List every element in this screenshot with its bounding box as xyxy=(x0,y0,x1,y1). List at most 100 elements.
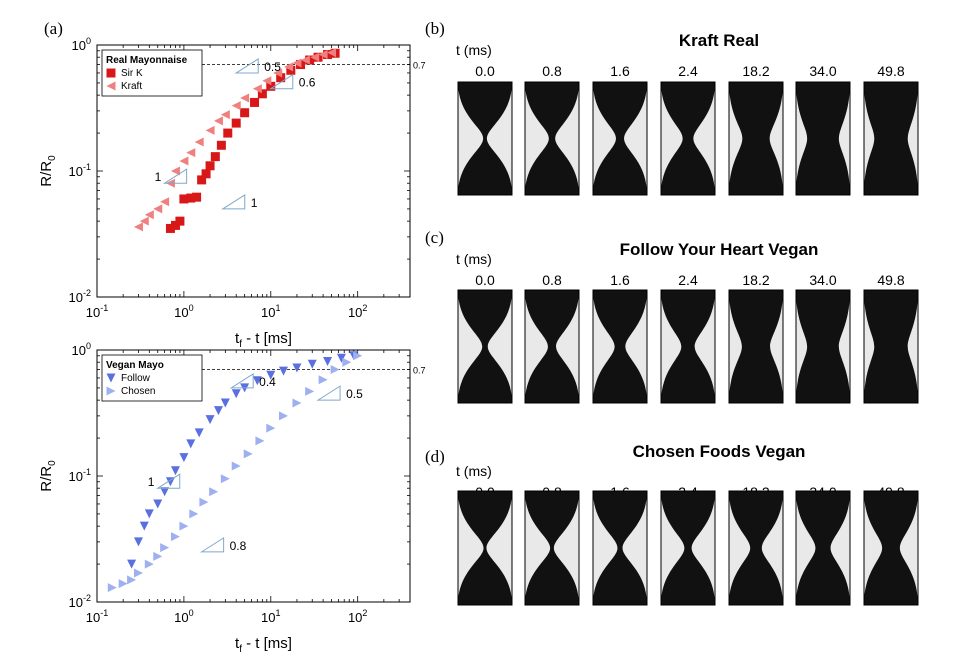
data-point xyxy=(209,487,219,497)
liquid-bridge xyxy=(458,82,512,195)
liquid-bridge xyxy=(796,290,850,403)
data-point xyxy=(127,575,137,585)
slope-label: 0.6 xyxy=(299,76,316,90)
x-tick-label: 102 xyxy=(348,608,367,625)
panel-label: (b) xyxy=(425,19,445,38)
liquid-bridge xyxy=(796,82,850,195)
data-point xyxy=(170,166,180,176)
data-point xyxy=(201,169,211,179)
data-point xyxy=(179,156,189,166)
data-point xyxy=(106,386,116,396)
frame-border xyxy=(863,289,919,404)
frame-border xyxy=(524,289,580,404)
data-point xyxy=(186,439,196,449)
data-point xyxy=(133,537,143,547)
filament-frame xyxy=(795,289,851,404)
data-point xyxy=(240,108,250,118)
data-point xyxy=(118,579,128,589)
data-point xyxy=(292,398,302,408)
data-point xyxy=(336,353,346,363)
data-point xyxy=(310,52,320,62)
data-point xyxy=(205,415,215,425)
filament-frame xyxy=(728,289,784,404)
data-point xyxy=(266,423,276,433)
image-row-1: (c) Follow Your Heart Vegan t (ms) 0.0 0.8 1.… xyxy=(425,228,919,404)
frame-border xyxy=(457,490,513,606)
slope-triangle xyxy=(162,168,188,184)
time-label: 49.8 xyxy=(877,272,904,288)
panel-label: (c) xyxy=(425,228,444,247)
time-label: 1.6 xyxy=(610,272,630,288)
axis-ticks xyxy=(96,44,411,298)
filament-frame xyxy=(660,289,716,404)
liquid-bridge xyxy=(729,290,783,403)
frame-border xyxy=(592,81,648,196)
data-point xyxy=(133,222,143,232)
time-label: 0.8 xyxy=(542,272,562,288)
data-point xyxy=(160,197,170,207)
slope-label: 1 xyxy=(251,196,258,210)
liquid-bridge xyxy=(729,82,783,195)
frame-border xyxy=(728,490,784,606)
filament-frame xyxy=(728,81,784,196)
slope-triangle xyxy=(229,373,254,389)
data-point xyxy=(153,204,163,214)
x-tick-label: 102 xyxy=(348,303,367,320)
data-point xyxy=(106,81,116,91)
data-point xyxy=(220,110,230,120)
frame-border xyxy=(457,289,513,404)
slope-triangle xyxy=(269,73,294,90)
data-point xyxy=(186,193,196,203)
frame-border xyxy=(524,490,580,606)
series-chosen xyxy=(107,351,363,593)
y-tick-label: 10-2 xyxy=(69,593,91,610)
data-point xyxy=(231,101,241,111)
filament-frame xyxy=(863,81,919,196)
legend: Vegan Mayo Follow Chosen xyxy=(101,354,203,402)
data-point xyxy=(179,521,189,531)
legend: Real Mayonnaise Sir K Kraft xyxy=(101,49,203,97)
panel-title: Chosen Foods Vegan xyxy=(633,442,806,461)
legend-entry: Sir K xyxy=(121,68,143,79)
filament-frame xyxy=(660,490,716,606)
series-kraft xyxy=(133,48,337,232)
data-point xyxy=(205,125,215,135)
filament-frame xyxy=(524,289,580,404)
legend-entry: Chosen xyxy=(121,386,155,397)
data-point xyxy=(266,81,276,91)
time-label: 18.2 xyxy=(742,63,769,79)
data-point xyxy=(220,474,230,484)
slope-label: 1 xyxy=(155,170,162,184)
frame-border xyxy=(795,490,851,606)
x-axis-label: tf - t [ms] xyxy=(235,635,292,655)
frame-border xyxy=(660,81,716,196)
y-tick-label: 10-1 xyxy=(69,162,91,179)
frame-border xyxy=(660,490,716,606)
filament-frame xyxy=(728,490,784,606)
data-point xyxy=(165,223,175,233)
data-point xyxy=(139,216,149,226)
data-point xyxy=(223,128,233,138)
data-point xyxy=(160,543,170,553)
time-row-label: t (ms) xyxy=(456,42,492,58)
time-label: 2.4 xyxy=(678,63,698,79)
frame-border xyxy=(592,490,648,606)
legend-entry: Kraft xyxy=(121,81,142,92)
panel-title: Kraft Real xyxy=(679,31,759,50)
time-label: 34.0 xyxy=(809,63,836,79)
data-point xyxy=(292,363,302,373)
liquid-bridge xyxy=(864,82,918,195)
data-point xyxy=(107,583,117,593)
image-row-0: (b) Kraft Real t (ms) 0.0 0.8 1.6 2.4 18.2 34.0 4… xyxy=(425,19,919,196)
time-label: 0.0 xyxy=(475,63,495,79)
slope-triangle xyxy=(221,194,246,210)
data-point xyxy=(257,89,267,99)
liquid-bridge xyxy=(593,491,647,605)
legend-box xyxy=(101,354,203,402)
x-tick-label: 101 xyxy=(261,303,280,320)
data-point xyxy=(127,559,137,569)
liquid-bridge xyxy=(458,491,512,605)
